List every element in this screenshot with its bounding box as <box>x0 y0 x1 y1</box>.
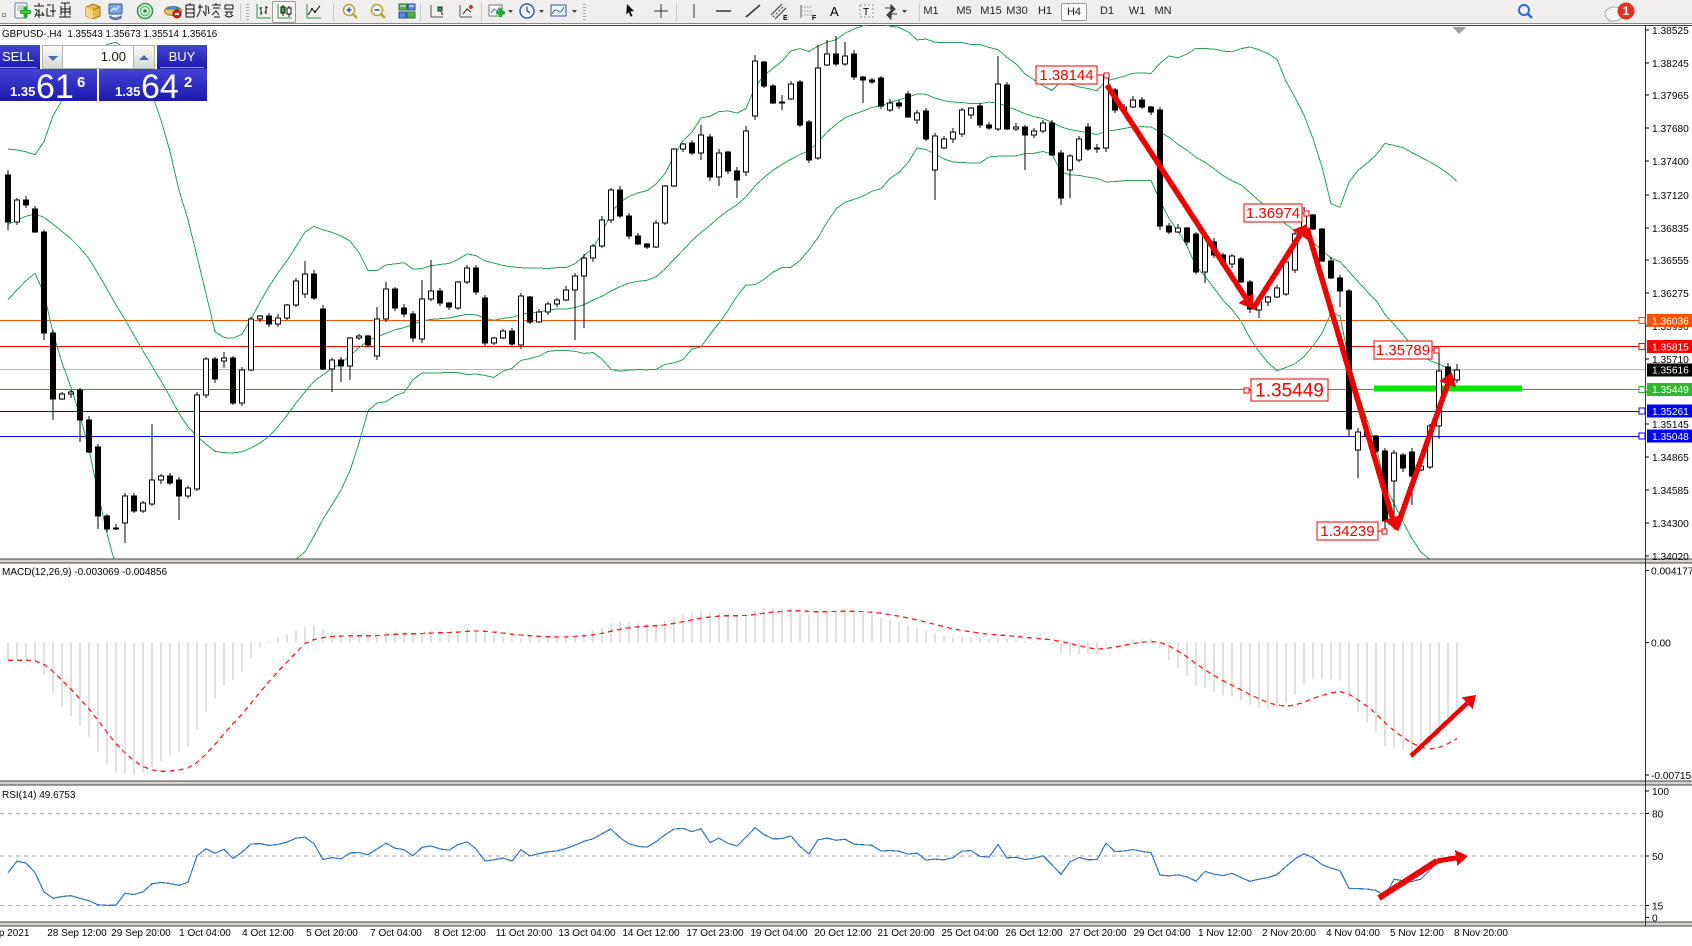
svg-text:28 Sep 12:00: 28 Sep 12:00 <box>47 928 107 939</box>
svg-text:1.35710: 1.35710 <box>1652 355 1689 366</box>
svg-text:1.34239: 1.34239 <box>1320 523 1374 540</box>
svg-text:1.35449: 1.35449 <box>1255 381 1324 402</box>
svg-text:1.35261: 1.35261 <box>1652 407 1689 418</box>
svg-text:1.35145: 1.35145 <box>1652 420 1689 431</box>
svg-text:15: 15 <box>1652 902 1664 913</box>
svg-text:1.37120: 1.37120 <box>1652 191 1689 202</box>
svg-text:4 Oct 12:00: 4 Oct 12:00 <box>242 928 294 939</box>
svg-text:RSI(14) 49.6753: RSI(14) 49.6753 <box>2 790 76 801</box>
svg-text:MACD(12,26,9) -0.003069 -0.004: MACD(12,26,9) -0.003069 -0.004856 <box>2 567 168 578</box>
svg-text:1.36974: 1.36974 <box>1246 205 1300 222</box>
svg-text:-0.007153: -0.007153 <box>1651 771 1692 782</box>
svg-text:13 Oct 04:00: 13 Oct 04:00 <box>558 928 616 939</box>
svg-text:21 Oct 20:00: 21 Oct 20:00 <box>877 928 935 939</box>
svg-text:1: 1 <box>1623 4 1630 18</box>
svg-text:1.34865: 1.34865 <box>1652 453 1689 464</box>
svg-text:1.38144: 1.38144 <box>1039 67 1093 84</box>
svg-text:1.34020: 1.34020 <box>1652 552 1689 563</box>
svg-text:5 Nov 12:00: 5 Nov 12:00 <box>1390 928 1444 939</box>
svg-text:29 Sep 20:00: 29 Sep 20:00 <box>111 928 171 939</box>
svg-text:100: 100 <box>1652 787 1669 798</box>
svg-text:27 Oct 20:00: 27 Oct 20:00 <box>1069 928 1127 939</box>
svg-text:1.37400: 1.37400 <box>1652 157 1689 168</box>
svg-text:20 Oct 12:00: 20 Oct 12:00 <box>814 928 872 939</box>
svg-text:14 Oct 12:00: 14 Oct 12:00 <box>622 928 680 939</box>
svg-text:50: 50 <box>1652 852 1664 863</box>
svg-text:0: 0 <box>1652 914 1658 925</box>
svg-text:2 Nov 20:00: 2 Nov 20:00 <box>1262 928 1316 939</box>
svg-text:1.35449: 1.35449 <box>1652 385 1689 396</box>
svg-text:1.35815: 1.35815 <box>1652 342 1689 353</box>
svg-text:17 Oct 23:00: 17 Oct 23:00 <box>686 928 744 939</box>
svg-text:1.38245: 1.38245 <box>1652 59 1689 70</box>
svg-text:1 Nov 12:00: 1 Nov 12:00 <box>1198 928 1252 939</box>
svg-text:1.37680: 1.37680 <box>1652 124 1689 135</box>
svg-text:4 Nov 04:00: 4 Nov 04:00 <box>1326 928 1380 939</box>
svg-text:1.36555: 1.36555 <box>1652 256 1689 267</box>
svg-text:1.37965: 1.37965 <box>1652 91 1689 102</box>
svg-text:1 Oct 04:00: 1 Oct 04:00 <box>179 928 231 939</box>
svg-text:0.004177: 0.004177 <box>1651 566 1692 577</box>
svg-text:1.34585: 1.34585 <box>1652 486 1689 497</box>
svg-text:1.36835: 1.36835 <box>1652 224 1689 235</box>
svg-text:29 Oct 04:00: 29 Oct 04:00 <box>1133 928 1191 939</box>
svg-text:8 Oct 12:00: 8 Oct 12:00 <box>434 928 486 939</box>
svg-text:80: 80 <box>1652 809 1664 820</box>
svg-text:E: E <box>783 15 788 22</box>
svg-text:1.35990: 1.35990 <box>1652 322 1689 333</box>
svg-text:11 Oct 20:00: 11 Oct 20:00 <box>496 928 553 939</box>
svg-text:1.35616: 1.35616 <box>1652 366 1689 377</box>
svg-text:5 Oct 20:00: 5 Oct 20:00 <box>306 928 358 939</box>
svg-text:26 Oct 12:00: 26 Oct 12:00 <box>1005 928 1063 939</box>
svg-text:1.34300: 1.34300 <box>1652 519 1689 530</box>
svg-text:Sep 2021: Sep 2021 <box>0 928 30 939</box>
svg-text:1.35048: 1.35048 <box>1652 432 1689 443</box>
svg-text:7 Oct 04:00: 7 Oct 04:00 <box>370 928 422 939</box>
svg-text:1.36036: 1.36036 <box>1652 317 1689 328</box>
svg-text:F: F <box>812 15 817 22</box>
svg-text:1.35789: 1.35789 <box>1376 342 1430 359</box>
svg-text:25 Oct 04:00: 25 Oct 04:00 <box>941 928 999 939</box>
svg-text:0.00: 0.00 <box>1651 639 1671 650</box>
svg-text:T: T <box>863 7 869 18</box>
svg-text:1.38525: 1.38525 <box>1652 26 1689 37</box>
svg-text:19 Oct 04:00: 19 Oct 04:00 <box>750 928 808 939</box>
svg-text:8 Nov 20:00: 8 Nov 20:00 <box>1454 928 1508 939</box>
svg-text:1.36275: 1.36275 <box>1652 289 1689 300</box>
